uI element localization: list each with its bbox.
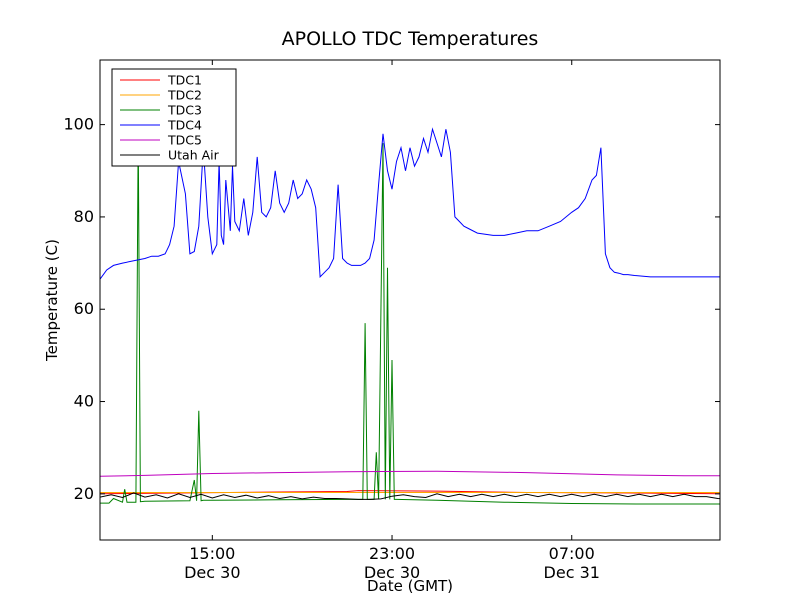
series-layer xyxy=(100,127,720,505)
y-tick-label: 60 xyxy=(74,299,94,318)
y-tick-label: 20 xyxy=(74,484,94,503)
x-axis-label: Date (GMT) xyxy=(367,577,453,595)
y-axis-label: Temperature (C) xyxy=(43,239,61,362)
legend-label: TDC4 xyxy=(167,118,202,133)
series-line-tdc5 xyxy=(100,470,720,477)
y-tick-label: 80 xyxy=(74,207,94,226)
series-line-tdc3 xyxy=(100,129,720,505)
legend-label: Utah Air xyxy=(168,148,220,163)
x-tick-label-date: Dec 31 xyxy=(544,563,600,582)
x-tick-label-date: Dec 30 xyxy=(364,563,420,582)
chart-title: APOLLO TDC Temperatures xyxy=(282,28,539,50)
x-tick-label-time: 15:00 xyxy=(189,544,235,563)
series-line-utah-air xyxy=(100,492,720,500)
legend-label: TDC1 xyxy=(167,73,202,88)
series-line-tdc4 xyxy=(100,127,720,280)
y-tick-label: 100 xyxy=(63,115,94,134)
x-tick-label-time: 23:00 xyxy=(369,544,415,563)
y-tick-label: 40 xyxy=(74,392,94,411)
plot-frame xyxy=(99,59,721,541)
x-tick-label-date: Dec 30 xyxy=(184,563,240,582)
legend-label: TDC2 xyxy=(167,88,202,103)
legend-label: TDC3 xyxy=(167,103,202,118)
x-tick-label-time: 07:00 xyxy=(549,544,595,563)
legend-label: TDC5 xyxy=(167,133,202,148)
legend-box xyxy=(111,68,237,167)
